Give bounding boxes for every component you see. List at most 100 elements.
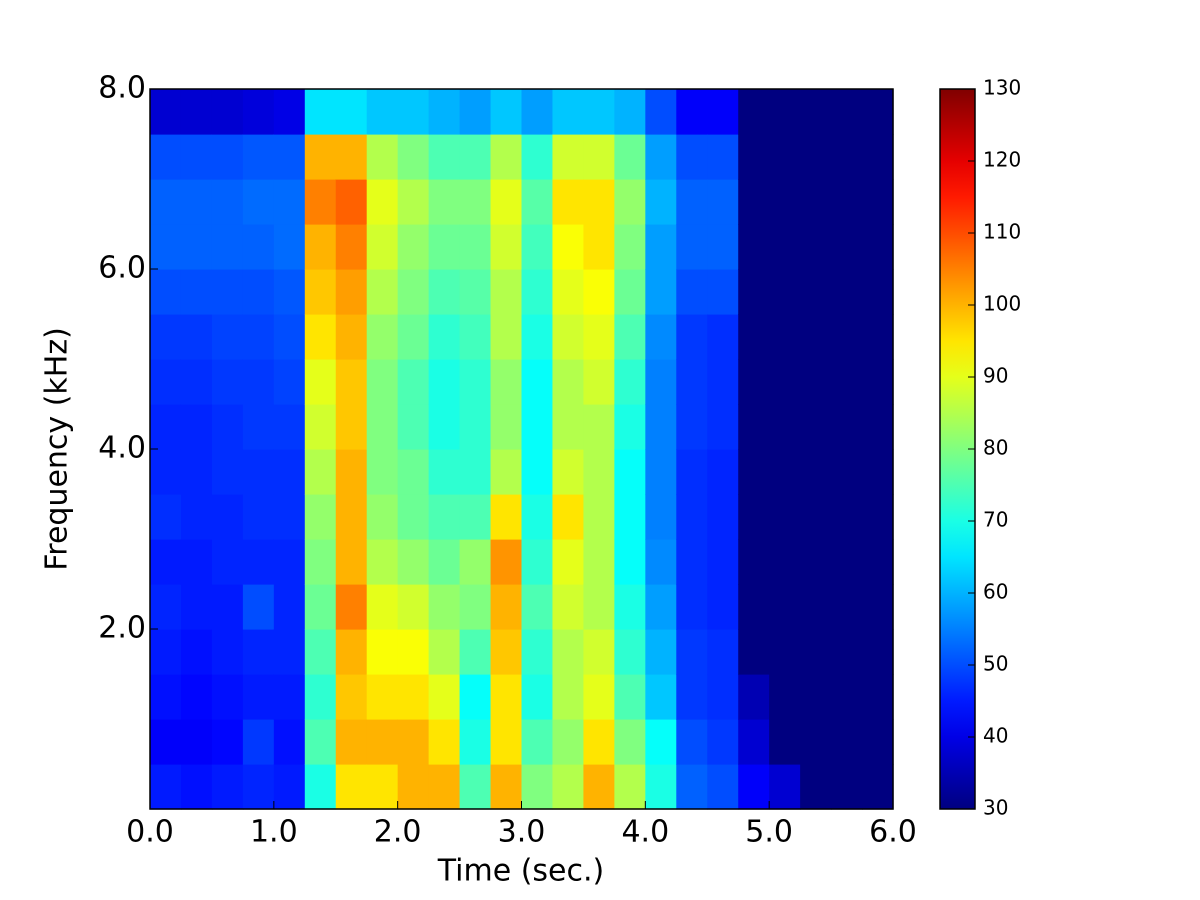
spectrogram-cell <box>862 134 894 180</box>
spectrogram-cell <box>738 494 770 540</box>
spectrogram-cell <box>273 269 306 315</box>
spectrogram-cell <box>366 404 399 450</box>
spectrogram-cell <box>335 494 368 540</box>
spectrogram-cell <box>490 674 523 720</box>
spectrogram-cell <box>862 359 894 405</box>
spectrogram-cell <box>335 359 368 405</box>
spectrogram-cell <box>397 224 430 270</box>
spectrogram-cell <box>614 269 646 315</box>
spectrogram-cell <box>150 89 182 135</box>
spectrogram-cell <box>459 719 492 765</box>
spectrogram-cell <box>397 539 430 585</box>
spectrogram-cell <box>428 134 461 180</box>
spectrogram-cell <box>614 314 646 360</box>
spectrogram-cell <box>211 539 244 585</box>
spectrogram-cell <box>707 179 739 225</box>
spectrogram-cell <box>769 89 801 135</box>
spectrogram-cell <box>490 539 523 585</box>
spectrogram-cell <box>397 89 430 135</box>
spectrogram-cell <box>676 584 708 630</box>
spectrogram-cell <box>211 179 244 225</box>
spectrogram-cell <box>428 269 461 315</box>
spectrogram-cell <box>800 134 832 180</box>
spectrogram-cell <box>707 89 739 135</box>
spectrogram-cell <box>676 359 708 405</box>
spectrogram-cell <box>800 539 832 585</box>
spectrogram-cell <box>428 404 461 450</box>
spectrogram-cell <box>366 584 399 630</box>
spectrogram-cell <box>831 314 863 360</box>
spectrogram-cell <box>800 629 832 675</box>
spectrogram-cell <box>211 584 244 630</box>
spectrogram-cell <box>490 359 523 405</box>
spectrogram-cell <box>583 539 615 585</box>
spectrogram-cell <box>738 134 770 180</box>
spectrogram-cell <box>366 449 399 495</box>
spectrogram-cell <box>800 89 832 135</box>
spectrogram-cell <box>676 269 708 315</box>
spectrogram-cell <box>769 269 801 315</box>
colorbar-tick-label: 60 <box>983 580 1008 604</box>
spectrogram-cell <box>552 404 585 450</box>
spectrogram-cell <box>862 224 894 270</box>
spectrogram-cell <box>242 674 275 720</box>
spectrogram-cell <box>273 494 306 540</box>
spectrogram-cell <box>304 494 337 540</box>
spectrogram-cell <box>428 314 461 360</box>
colorbar-tick-label: 130 <box>983 76 1021 100</box>
spectrogram-cell <box>831 179 863 225</box>
spectrogram-cell <box>676 89 708 135</box>
spectrogram-cell <box>428 224 461 270</box>
spectrogram-cell <box>366 674 399 720</box>
spectrogram-cell <box>397 359 430 405</box>
spectrogram-cell <box>552 764 585 810</box>
spectrogram-cell <box>676 629 708 675</box>
spectrogram-cell <box>150 224 182 270</box>
spectrogram-cell <box>521 359 554 405</box>
spectrogram-cell <box>738 629 770 675</box>
spectrogram-cell <box>304 314 337 360</box>
spectrogram-cell <box>180 584 213 630</box>
spectrogram-cell <box>583 494 615 540</box>
spectrogram-cell <box>366 719 399 765</box>
spectrogram-cell <box>180 449 213 495</box>
spectrogram-cell <box>676 719 708 765</box>
spectrogram-cell <box>428 179 461 225</box>
spectrogram-cell <box>490 719 523 765</box>
spectrogram-cell <box>397 404 430 450</box>
spectrogram-cell <box>769 224 801 270</box>
spectrogram-cell <box>397 269 430 315</box>
spectrogram-cell <box>459 89 492 135</box>
spectrogram-cell <box>676 179 708 225</box>
spectrogram-cell <box>800 314 832 360</box>
spectrogram-cell <box>335 314 368 360</box>
spectrogram-cell <box>490 179 523 225</box>
spectrogram-cell <box>645 674 677 720</box>
spectrogram-cell <box>304 584 337 630</box>
spectrogram-cell <box>738 269 770 315</box>
spectrogram-cell <box>490 629 523 675</box>
spectrogram-cell <box>862 674 894 720</box>
spectrogram-cell <box>521 269 554 315</box>
spectrogram-cell <box>490 314 523 360</box>
spectrogram-cell <box>490 584 523 630</box>
spectrogram-cell <box>583 764 615 810</box>
spectrogram-cell <box>428 629 461 675</box>
spectrogram-cell <box>614 224 646 270</box>
spectrogram-cell <box>707 224 739 270</box>
spectrogram-cell <box>614 179 646 225</box>
spectrogram-cell <box>552 179 585 225</box>
spectrogram-cell <box>490 269 523 315</box>
spectrogram-cell <box>150 359 182 405</box>
spectrogram-cell <box>645 179 677 225</box>
spectrogram-cell <box>335 629 368 675</box>
spectrogram-cell <box>769 674 801 720</box>
spectrogram-cell <box>583 134 615 180</box>
spectrogram-cell <box>738 224 770 270</box>
spectrogram-cell <box>552 449 585 495</box>
spectrogram-cell <box>211 134 244 180</box>
spectrogram-cell <box>552 494 585 540</box>
spectrogram-cell <box>459 449 492 495</box>
spectrogram-cell <box>273 449 306 495</box>
spectrogram-cell <box>800 179 832 225</box>
